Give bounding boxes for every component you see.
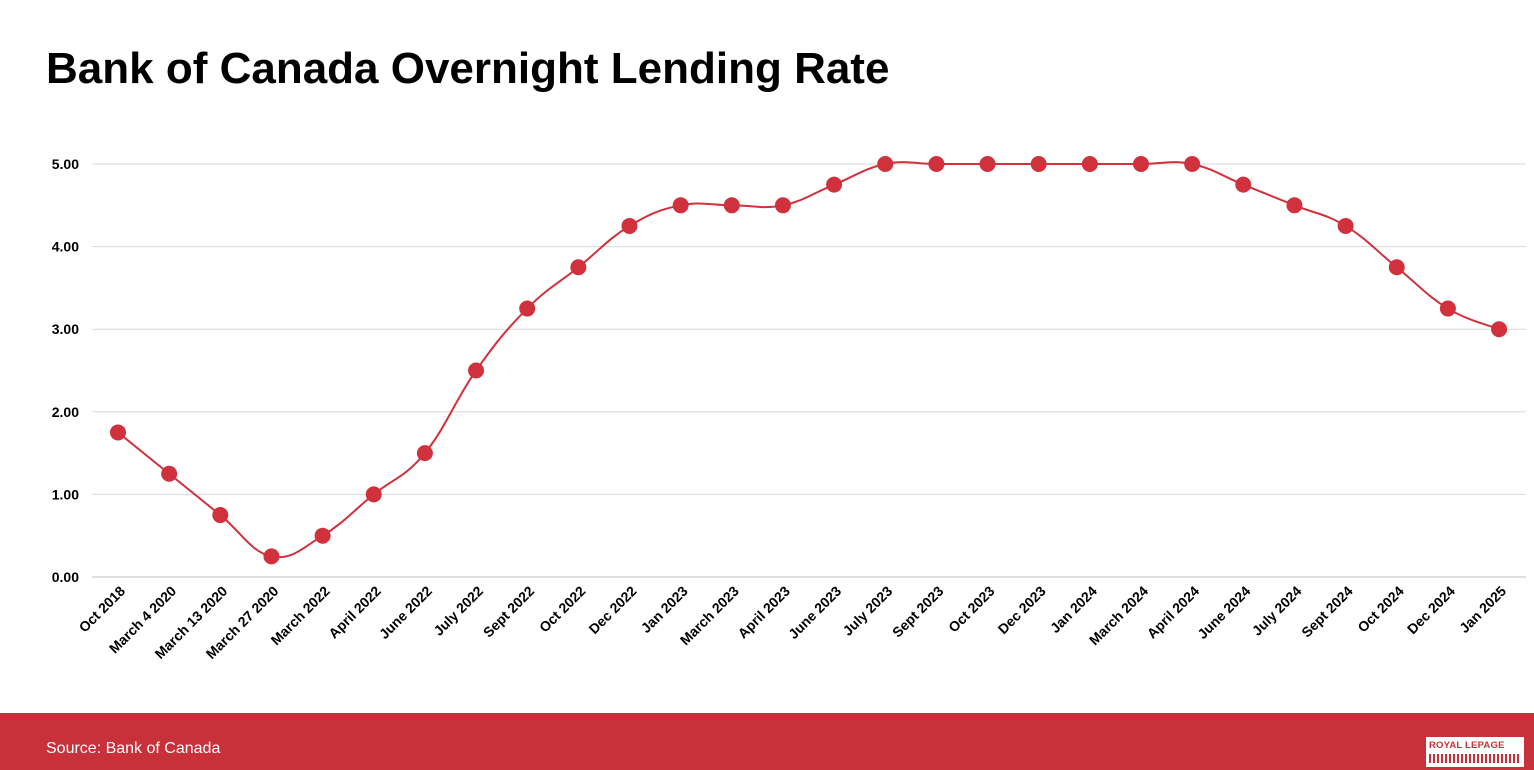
data-point xyxy=(1235,176,1252,193)
logo-text: ROYAL LEPAGE xyxy=(1429,740,1505,751)
x-tick-label: July 2022 xyxy=(430,583,486,639)
data-point xyxy=(1081,156,1098,172)
y-tick-label: 3.00 xyxy=(52,321,79,337)
data-point xyxy=(519,300,536,317)
x-tick-label: April 2024 xyxy=(1144,583,1203,642)
gridlines xyxy=(92,163,1526,578)
data-point xyxy=(1388,259,1405,276)
x-tick-label: April 2023 xyxy=(734,583,793,642)
data-point xyxy=(468,362,485,379)
footer-bar: Source: Bank of Canada ROYAL LEPAGE xyxy=(0,713,1534,770)
x-tick-label: Jan 2023 xyxy=(638,583,691,636)
y-tick-label: 1.00 xyxy=(52,486,79,502)
x-tick-label: June 2022 xyxy=(376,583,435,642)
royal-lepage-logo: ROYAL LEPAGE xyxy=(1426,737,1524,767)
data-point xyxy=(979,156,996,172)
data-point xyxy=(1439,300,1456,317)
x-tick-label: Sept 2024 xyxy=(1298,583,1356,641)
y-axis-tick-labels: 0.00 1.00 2.00 3.00 4.00 5.00 xyxy=(52,156,79,585)
data-point xyxy=(877,156,894,172)
series-line xyxy=(117,161,1500,559)
data-point xyxy=(1491,321,1508,338)
data-point xyxy=(314,527,331,544)
data-point xyxy=(1337,217,1354,234)
data-point xyxy=(1286,197,1303,214)
y-tick-label: 0.00 xyxy=(52,569,79,585)
data-point xyxy=(723,197,740,214)
data-point xyxy=(416,445,433,462)
x-tick-label: Dec 2024 xyxy=(1404,583,1458,637)
x-tick-label: Oct 2018 xyxy=(76,583,129,636)
y-tick-label: 2.00 xyxy=(52,404,79,420)
data-point xyxy=(570,259,587,276)
x-tick-label: Oct 2022 xyxy=(536,583,589,636)
x-tick-label: Sept 2023 xyxy=(889,583,947,641)
data-point xyxy=(110,424,126,441)
x-tick-label: July 2024 xyxy=(1249,583,1305,639)
data-point xyxy=(1184,156,1201,172)
x-tick-label: April 2022 xyxy=(325,583,384,642)
data-point xyxy=(1133,156,1149,172)
series-rate xyxy=(110,156,1508,565)
chart-title: Bank of Canada Overnight Lending Rate xyxy=(46,44,890,93)
source-note: Source: Bank of Canada xyxy=(46,740,221,757)
data-point xyxy=(672,197,689,214)
logo-stripes xyxy=(1429,754,1521,763)
data-point xyxy=(774,197,791,214)
x-tick-label: June 2024 xyxy=(1194,583,1253,642)
x-tick-label: July 2023 xyxy=(839,583,895,639)
x-tick-label: Jan 2025 xyxy=(1456,583,1509,636)
data-point xyxy=(826,176,843,193)
x-tick-label: Dec 2023 xyxy=(995,583,1049,637)
x-tick-label: Sept 2022 xyxy=(480,583,538,641)
x-tick-label: Dec 2022 xyxy=(585,583,639,637)
x-tick-label: Oct 2024 xyxy=(1354,583,1407,636)
data-point xyxy=(212,507,229,524)
data-point xyxy=(263,548,280,565)
y-tick-label: 5.00 xyxy=(52,156,79,172)
data-point xyxy=(621,217,638,234)
data-point xyxy=(161,465,178,482)
x-tick-label: June 2023 xyxy=(785,583,844,642)
data-point xyxy=(1030,156,1047,172)
x-tick-label: Jan 2024 xyxy=(1047,583,1100,636)
x-tick-label: Oct 2023 xyxy=(945,583,998,636)
data-point xyxy=(928,156,945,172)
y-tick-label: 4.00 xyxy=(52,239,79,255)
data-point xyxy=(365,486,382,503)
